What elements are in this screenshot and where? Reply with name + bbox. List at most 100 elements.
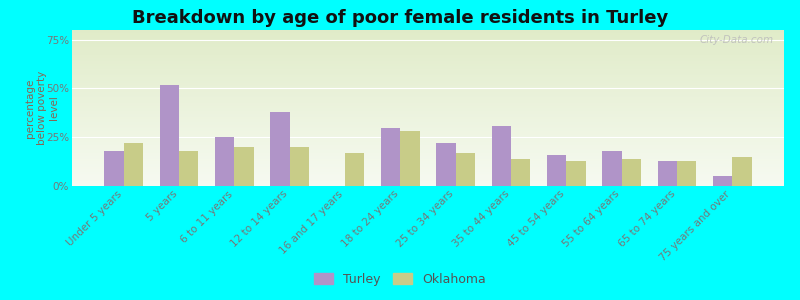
Bar [436,143,456,186]
Bar [72,75,784,77]
Bar [72,128,784,130]
Bar [72,68,784,69]
Bar [72,131,784,133]
Bar [72,106,784,108]
Bar [511,159,530,186]
Bar [72,144,784,146]
Bar [72,119,784,121]
Bar [72,44,784,46]
Bar [72,55,784,56]
Bar [179,151,198,186]
Bar [72,52,784,53]
Bar [72,69,784,70]
Bar [345,153,364,186]
Bar [160,85,179,186]
Bar [72,153,784,155]
Bar [381,128,400,186]
Bar [72,99,784,100]
Text: Breakdown by age of poor female residents in Turley: Breakdown by age of poor female resident… [132,9,668,27]
Bar [456,153,475,186]
Bar [72,36,784,38]
Bar [72,39,784,41]
Bar [72,77,784,78]
Bar [72,100,784,102]
Bar [72,175,784,177]
Bar [72,147,784,148]
Bar [72,160,784,161]
Bar [72,158,784,160]
Bar [72,35,784,36]
Bar [72,116,784,117]
Bar [72,183,784,184]
Bar [677,161,696,186]
Bar [72,88,784,89]
Bar [234,147,254,186]
Bar [72,110,784,111]
Bar [72,134,784,136]
Bar [72,108,784,110]
Bar [72,72,784,74]
Bar [72,155,784,156]
Bar [72,53,784,55]
Bar [658,161,677,186]
Bar [72,141,784,142]
Bar [270,112,290,186]
Bar [72,89,784,91]
Bar [492,125,511,186]
Bar [72,74,784,75]
Bar [72,50,784,52]
Bar [72,178,784,180]
Bar [72,142,784,144]
Bar [566,161,586,186]
Bar [713,176,732,186]
Bar [72,181,784,183]
Bar [72,70,784,72]
Bar [72,60,784,61]
Bar [72,30,784,31]
Bar [72,148,784,150]
Bar [72,46,784,47]
Bar [72,125,784,127]
Bar [72,58,784,60]
Bar [72,117,784,119]
Bar [547,155,566,186]
Y-axis label: percentage
below poverty
level: percentage below poverty level [26,71,58,145]
Bar [72,161,784,163]
Bar [72,102,784,103]
Bar [72,177,784,178]
Bar [72,169,784,170]
Bar [72,172,784,173]
Legend: Turley, Oklahoma: Turley, Oklahoma [310,268,490,291]
Bar [72,97,784,99]
Bar [104,151,124,186]
Bar [72,170,784,172]
Bar [72,139,784,141]
Bar [72,173,784,175]
Bar [72,184,784,186]
Bar [72,95,784,97]
Bar [72,152,784,153]
Bar [72,111,784,113]
Bar [72,41,784,43]
Bar [72,47,784,49]
Bar [72,38,784,39]
Bar [72,113,784,114]
Bar [72,49,784,50]
Bar [72,156,784,158]
Bar [72,32,784,33]
Bar [400,131,420,186]
Bar [72,86,784,88]
Bar [72,146,784,147]
Bar [72,64,784,66]
Bar [72,78,784,80]
Bar [72,91,784,92]
Bar [72,164,784,166]
Bar [72,138,784,139]
Bar [72,150,784,152]
Bar [124,143,143,186]
Bar [215,137,234,186]
Bar [72,166,784,167]
Bar [72,66,784,68]
Bar [72,121,784,122]
Text: City-Data.com: City-Data.com [699,35,774,45]
